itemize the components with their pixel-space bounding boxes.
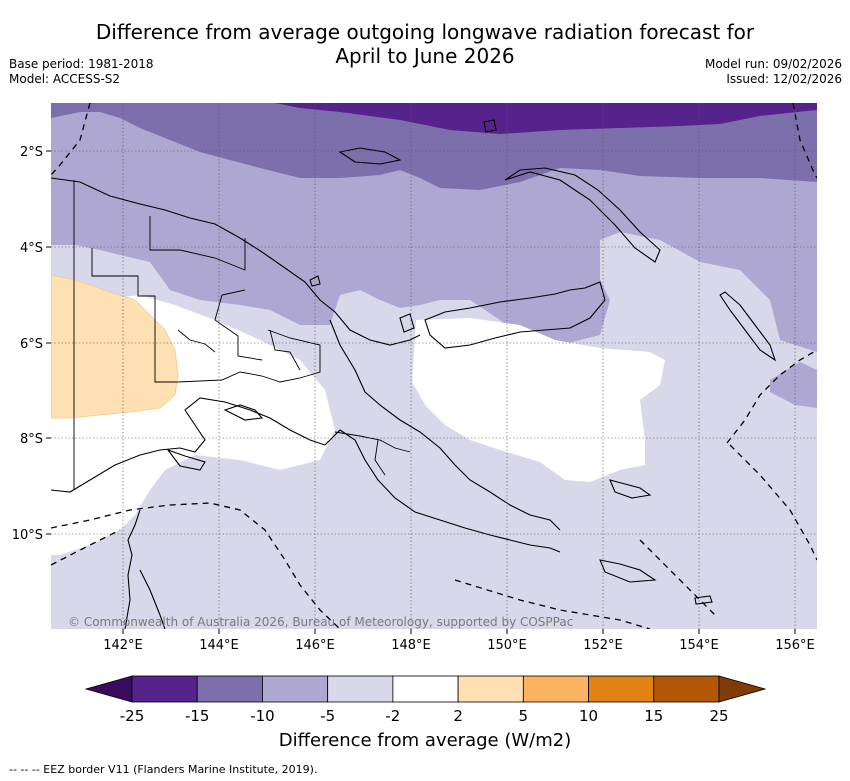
lat-label: 10°S bbox=[12, 528, 43, 543]
colorbar-tick-label: 5 bbox=[519, 707, 529, 725]
lon-label: 146°E bbox=[295, 638, 335, 653]
lon-label: 154°E bbox=[679, 638, 719, 653]
colorbar-tick-label: 15 bbox=[644, 707, 663, 725]
field-minus25 bbox=[275, 103, 817, 134]
colorbar-segment bbox=[131, 675, 198, 703]
issued-date: Issued: 12/02/2026 bbox=[726, 72, 842, 86]
lon-label: 142°E bbox=[103, 638, 143, 653]
lat-label: 4°S bbox=[20, 241, 43, 256]
colorbar-tick-label: -25 bbox=[120, 707, 145, 725]
colorbar-segment bbox=[522, 675, 589, 703]
colorbar-tick-label: -15 bbox=[185, 707, 210, 725]
colorbar-segment bbox=[327, 675, 394, 703]
coastlines bbox=[51, 119, 777, 629]
lon-label: 148°E bbox=[391, 638, 431, 653]
eez-legend-footer: -- -- -- EEZ border V11 (Flanders Marine… bbox=[9, 763, 318, 776]
lat-label: 8°S bbox=[20, 432, 43, 447]
meta-right: Model run: 09/02/2026 Issued: 12/02/2026 bbox=[705, 57, 842, 87]
colorbar-tick-label: 2 bbox=[453, 707, 463, 725]
lat-labels: 2°S 4°S 6°S 8°S 10°S bbox=[12, 145, 43, 543]
model-run: Model run: 09/02/2026 bbox=[704, 57, 842, 71]
graticule bbox=[51, 103, 817, 629]
map-field bbox=[51, 103, 817, 629]
colorbar-tick-label: -10 bbox=[250, 707, 275, 725]
colorbar: -25 -15 -10 -5 -2 2 5 10 15 25 bbox=[84, 675, 767, 725]
colorbar-tick-label: -2 bbox=[385, 707, 400, 725]
colorbar-label: Difference from average (W/m2) bbox=[278, 730, 572, 751]
colorbar-tick-label: 25 bbox=[709, 707, 728, 725]
lon-label: 150°E bbox=[487, 638, 527, 653]
chart-title: Difference from average outgoing longwav… bbox=[0, 20, 850, 68]
lon-label: 152°E bbox=[583, 638, 623, 653]
lon-label: 156°E bbox=[775, 638, 815, 653]
title-line-1: Difference from average outgoing longwav… bbox=[95, 20, 755, 44]
lat-label: 2°S bbox=[20, 145, 43, 160]
attribution: © Commonwealth of Australia 2026, Bureau… bbox=[68, 615, 573, 629]
colorbar-segment bbox=[262, 675, 329, 703]
colorbar-segment bbox=[653, 675, 720, 703]
lon-labels: 142°E 144°E 146°E 148°E 150°E 152°E 154°… bbox=[103, 638, 815, 653]
colorbar-tick-label: -5 bbox=[320, 707, 335, 725]
eez-borders bbox=[51, 103, 817, 629]
colorbar-segment bbox=[457, 675, 524, 703]
colorbar-segment bbox=[196, 675, 263, 703]
base-period: Base period: 1981-2018 bbox=[9, 57, 154, 71]
field-plus2 bbox=[51, 274, 179, 419]
meta-left: Base period: 1981-2018 Model: ACCESS-S2 bbox=[9, 57, 154, 87]
province-borders bbox=[73, 180, 411, 490]
model-name: Model: ACCESS-S2 bbox=[9, 72, 121, 86]
colorbar-extend-high bbox=[718, 675, 767, 703]
colorbar-segment bbox=[392, 675, 459, 703]
colorbar-tick-label: 10 bbox=[579, 707, 598, 725]
axis-ticks bbox=[46, 150, 796, 634]
title-line-2: April to June 2026 bbox=[335, 44, 515, 68]
lon-label: 144°E bbox=[199, 638, 239, 653]
lat-label: 6°S bbox=[20, 337, 43, 352]
colorbar-extend-low bbox=[84, 675, 133, 703]
field-near-zero-central bbox=[412, 318, 665, 482]
colorbar-segment bbox=[588, 675, 655, 703]
